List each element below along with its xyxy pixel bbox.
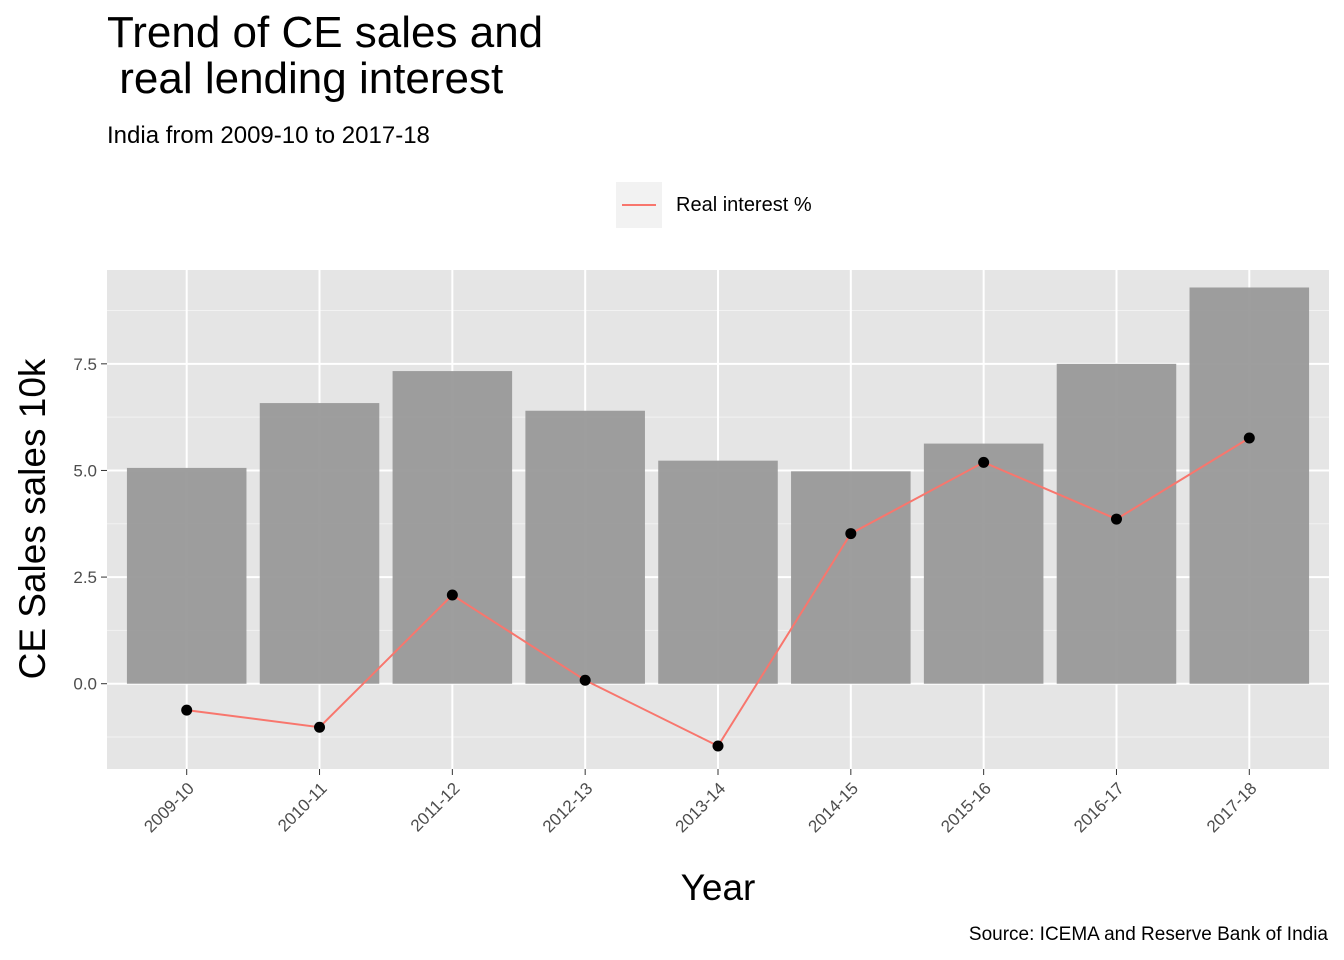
data-point xyxy=(1110,513,1122,525)
x-tick-label: 2012-13 xyxy=(539,779,597,837)
source-caption: Source: ICEMA and Reserve Bank of India xyxy=(968,924,1328,945)
x-tick-label: 2017-18 xyxy=(1203,779,1261,837)
chart-subtitle: India from 2009-10 to 2017-18 xyxy=(107,122,430,149)
y-axis-title: CE Sales sales 10k xyxy=(12,358,53,679)
x-tick-label: 2009-10 xyxy=(140,779,198,837)
bar xyxy=(392,371,513,684)
x-tick-label: 2013-14 xyxy=(672,779,730,837)
data-point xyxy=(181,704,193,716)
bar xyxy=(658,460,778,684)
bar xyxy=(259,403,380,684)
data-point xyxy=(446,589,458,601)
bar xyxy=(126,467,247,684)
y-tick-label: 0.0 xyxy=(73,675,97,694)
bar xyxy=(525,410,645,684)
legend-key xyxy=(616,182,662,228)
x-axis-title: Year xyxy=(681,867,756,908)
legend-line-swatch xyxy=(622,204,656,206)
data-point xyxy=(712,740,724,752)
chart-title: Trend of CE sales and real lending inter… xyxy=(107,8,544,103)
x-tick-label: 2016-17 xyxy=(1070,779,1128,837)
legend-label-real-interest: Real interest % xyxy=(676,194,812,216)
data-point xyxy=(978,456,990,468)
bar-series xyxy=(126,287,1310,684)
data-point xyxy=(579,674,591,686)
y-axis: 0.0 2.5 5.0 7.5 xyxy=(73,355,107,694)
y-tick-label: 2.5 xyxy=(73,568,97,587)
y-tick-label: 5.0 xyxy=(73,461,97,480)
y-tick-label: 7.5 xyxy=(73,355,97,374)
bar xyxy=(1189,287,1310,684)
data-point xyxy=(314,721,326,733)
x-tick-label: 2014-15 xyxy=(805,779,863,837)
data-point xyxy=(1243,432,1255,444)
point-series xyxy=(181,432,1255,752)
x-tick-label: 2010-11 xyxy=(274,779,331,836)
x-axis: 2009-10 2010-11 2011-12 2012-13 2013-14 2014-… xyxy=(140,769,1261,837)
x-tick-label: 2011-12 xyxy=(407,779,464,836)
data-point xyxy=(845,528,857,540)
x-tick-label: 2015-16 xyxy=(937,779,995,837)
bar xyxy=(791,471,911,684)
